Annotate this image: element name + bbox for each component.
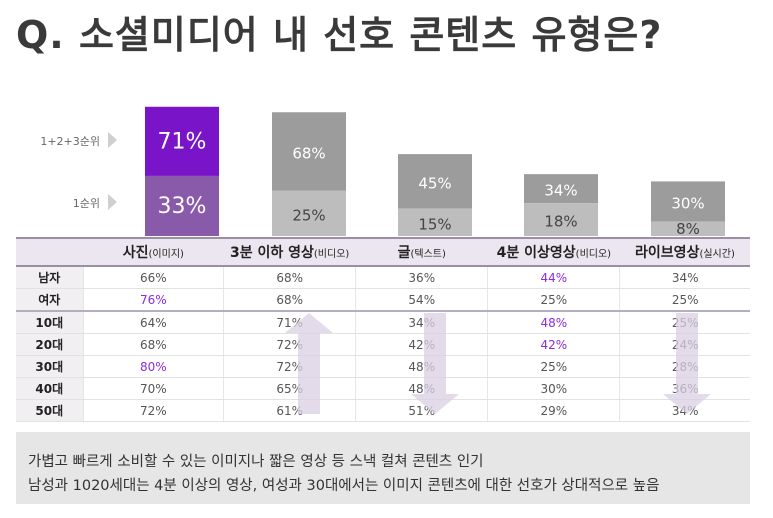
bar-first (398, 208, 472, 236)
table-cell: 76% (82, 288, 224, 312)
bar-label-top3: 45% (418, 174, 451, 192)
table-cell: 68% (82, 333, 224, 356)
table-header-row: 사진(이미지) 3분 이하 영상(비디오) 글(텍스트) 4분 이상영상(비디오… (16, 237, 750, 267)
bar-label-first: 15% (418, 215, 451, 233)
bar-label-first: 25% (292, 206, 325, 224)
column-header: 라이브영상(실시간) (619, 237, 750, 267)
bar-top3 (272, 112, 346, 191)
table-row: 50대 72% 61% 51% 29% 34% (16, 399, 750, 422)
bar-first (272, 190, 346, 236)
table-cell: 42% (487, 333, 620, 356)
bar-top3 (145, 106, 219, 176)
table-row: 여자 76% 68% 54% 25% 25% (16, 288, 750, 312)
table-cell: 25% (487, 355, 620, 378)
summary-box: 가볍고 빠르게 소비할 수 있는 이미지나 짧은 영상 등 스낵 컬쳐 콘텐츠 … (16, 432, 750, 504)
row-label: 10대 (16, 310, 84, 334)
table-row: 남자 66% 68% 36% 44% 34% (16, 266, 750, 289)
table-cell: 61% (223, 399, 356, 422)
table-cell: 48% (487, 310, 620, 334)
bar-label-top3: 68% (292, 144, 325, 162)
table-row: 30대 80% 72% 48% 25% 28% (16, 355, 750, 378)
table-cell: 25% (619, 288, 750, 312)
table-corner (16, 237, 84, 267)
table-cell: 70% (82, 377, 224, 400)
bar-first (524, 203, 598, 236)
rank-label-top3: 1+2+3순위 (40, 135, 100, 148)
row-label: 20대 (16, 333, 84, 356)
table-cell: 28% (619, 355, 750, 378)
table-cell: 48% (355, 355, 488, 378)
table-cell: 80% (82, 355, 224, 378)
column-header: 4분 이상영상(비디오) (487, 237, 620, 267)
column-header: 3분 이하 영상(비디오) (223, 237, 356, 267)
table-cell: 72% (223, 333, 356, 356)
table-cell: 24% (619, 333, 750, 356)
bar-chart: 71% 33% 68% 25% 45% 15% 34% 18% 30% 8% (145, 106, 725, 238)
table-cell: 65% (223, 377, 356, 400)
table-cell: 72% (82, 399, 224, 422)
rank-arrow-first (108, 194, 117, 210)
table-cell: 51% (355, 399, 488, 422)
bar-label-first: 33% (158, 194, 207, 219)
row-label: 40대 (16, 377, 84, 400)
table-cell: 68% (223, 266, 356, 289)
table-cell: 71% (223, 310, 356, 334)
bar-top3 (524, 174, 598, 204)
table-cell: 72% (223, 355, 356, 378)
summary-line-1: 가볍고 빠르게 소비할 수 있는 이미지나 짧은 영상 등 스낵 컬쳐 콘텐츠 … (28, 454, 484, 470)
table-cell: 64% (82, 310, 224, 334)
table-cell: 36% (619, 377, 750, 400)
bar-label-first: 8% (676, 220, 700, 238)
table-row: 40대 70% 65% 48% 30% 36% (16, 377, 750, 400)
demographic-table: 사진(이미지) 3분 이하 영상(비디오) 글(텍스트) 4분 이상영상(비디오… (16, 237, 750, 422)
table-row: 20대 68% 72% 42% 42% 24% (16, 333, 750, 356)
summary-line-2: 남성과 1020세대는 4분 이상의 영상, 여성과 30대에서는 이미지 콘텐… (28, 478, 660, 494)
bar-label-top3: 30% (671, 194, 704, 212)
bar-first (145, 175, 219, 236)
bar-top3 (398, 154, 472, 209)
bar-top3 (651, 181, 725, 222)
table-cell: 42% (355, 333, 488, 356)
table-cell: 34% (619, 266, 750, 289)
table-cell: 66% (82, 266, 224, 289)
table-cell: 25% (619, 310, 750, 334)
row-label: 30대 (16, 355, 84, 378)
table-cell: 34% (619, 399, 750, 422)
rank-label-first: 1순위 (72, 197, 100, 210)
table-cell: 54% (355, 288, 488, 312)
table-row: 10대 64% 71% 34% 48% 25% (16, 310, 750, 334)
table-cell: 30% (487, 377, 620, 400)
table-cell: 36% (355, 266, 488, 289)
table-cell: 29% (487, 399, 620, 422)
bar-first (651, 221, 725, 236)
table-cell: 34% (355, 310, 488, 334)
page-title: Q. 소셜미디어 내 선호 콘텐츠 유형은? (16, 13, 663, 57)
column-header: 글(텍스트) (355, 237, 488, 267)
table-cell: 44% (487, 266, 620, 289)
bar-label-top3: 71% (158, 129, 207, 154)
table-cell: 48% (355, 377, 488, 400)
table-cell: 25% (487, 288, 620, 312)
bar-label-top3: 34% (544, 182, 577, 200)
rank-arrow-top3 (108, 132, 117, 148)
column-header: 사진(이미지) (83, 237, 224, 267)
row-label: 여자 (16, 288, 84, 312)
row-label: 50대 (16, 399, 84, 422)
table-cell: 68% (223, 288, 356, 312)
bar-label-first: 18% (544, 213, 577, 231)
row-label: 남자 (16, 266, 84, 289)
